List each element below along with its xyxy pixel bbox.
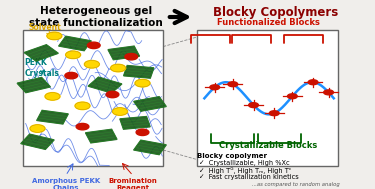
Circle shape	[228, 82, 238, 87]
Polygon shape	[124, 66, 154, 78]
Polygon shape	[108, 46, 140, 60]
Circle shape	[125, 53, 138, 60]
Circle shape	[47, 32, 62, 40]
Polygon shape	[88, 77, 122, 93]
Text: Functionalized Blocks: Functionalized Blocks	[217, 18, 320, 27]
Polygon shape	[24, 45, 58, 61]
Text: Amorphous PEKK
Chains: Amorphous PEKK Chains	[32, 178, 100, 189]
Circle shape	[111, 64, 126, 72]
Text: ...as compared to random analog: ...as compared to random analog	[252, 182, 340, 187]
Circle shape	[288, 94, 297, 99]
Polygon shape	[21, 134, 54, 149]
Circle shape	[249, 103, 258, 108]
Circle shape	[135, 79, 150, 87]
Text: Heterogeneous gel
state functionalization: Heterogeneous gel state functionalizatio…	[29, 6, 162, 28]
Polygon shape	[120, 117, 150, 129]
Circle shape	[66, 51, 81, 59]
Text: Solvent: Solvent	[28, 23, 61, 35]
Text: Blocky copolymer: Blocky copolymer	[197, 153, 267, 159]
Text: ✓  Crystallizable, High %Xᴄ: ✓ Crystallizable, High %Xᴄ	[199, 160, 290, 167]
Circle shape	[87, 42, 100, 49]
Text: Bromination
Reagent: Bromination Reagent	[109, 178, 158, 189]
FancyBboxPatch shape	[22, 30, 163, 166]
Text: ✓  Fast crystallization kinetics: ✓ Fast crystallization kinetics	[199, 174, 298, 180]
Circle shape	[269, 111, 279, 116]
Circle shape	[75, 102, 90, 110]
Circle shape	[308, 80, 318, 85]
Circle shape	[136, 129, 149, 136]
Circle shape	[76, 123, 89, 130]
Polygon shape	[134, 97, 166, 111]
Circle shape	[84, 60, 99, 68]
Polygon shape	[134, 140, 166, 155]
Polygon shape	[86, 129, 117, 143]
Text: Blocky Copolymers: Blocky Copolymers	[213, 6, 338, 19]
Text: ✓  High Tᴳ, High Tₘ, High Tᶜ: ✓ High Tᴳ, High Tₘ, High Tᶜ	[199, 167, 291, 174]
Circle shape	[65, 72, 78, 79]
Text: PEKK
Crystals: PEKK Crystals	[24, 58, 59, 78]
Circle shape	[210, 85, 220, 90]
Text: Crystallizable Blocks: Crystallizable Blocks	[219, 141, 317, 150]
Polygon shape	[37, 110, 68, 124]
Circle shape	[30, 125, 45, 132]
Polygon shape	[17, 77, 50, 93]
FancyBboxPatch shape	[197, 30, 338, 166]
Circle shape	[45, 93, 60, 100]
Polygon shape	[59, 36, 91, 51]
Circle shape	[324, 90, 333, 95]
Circle shape	[112, 108, 128, 115]
Circle shape	[106, 91, 119, 98]
